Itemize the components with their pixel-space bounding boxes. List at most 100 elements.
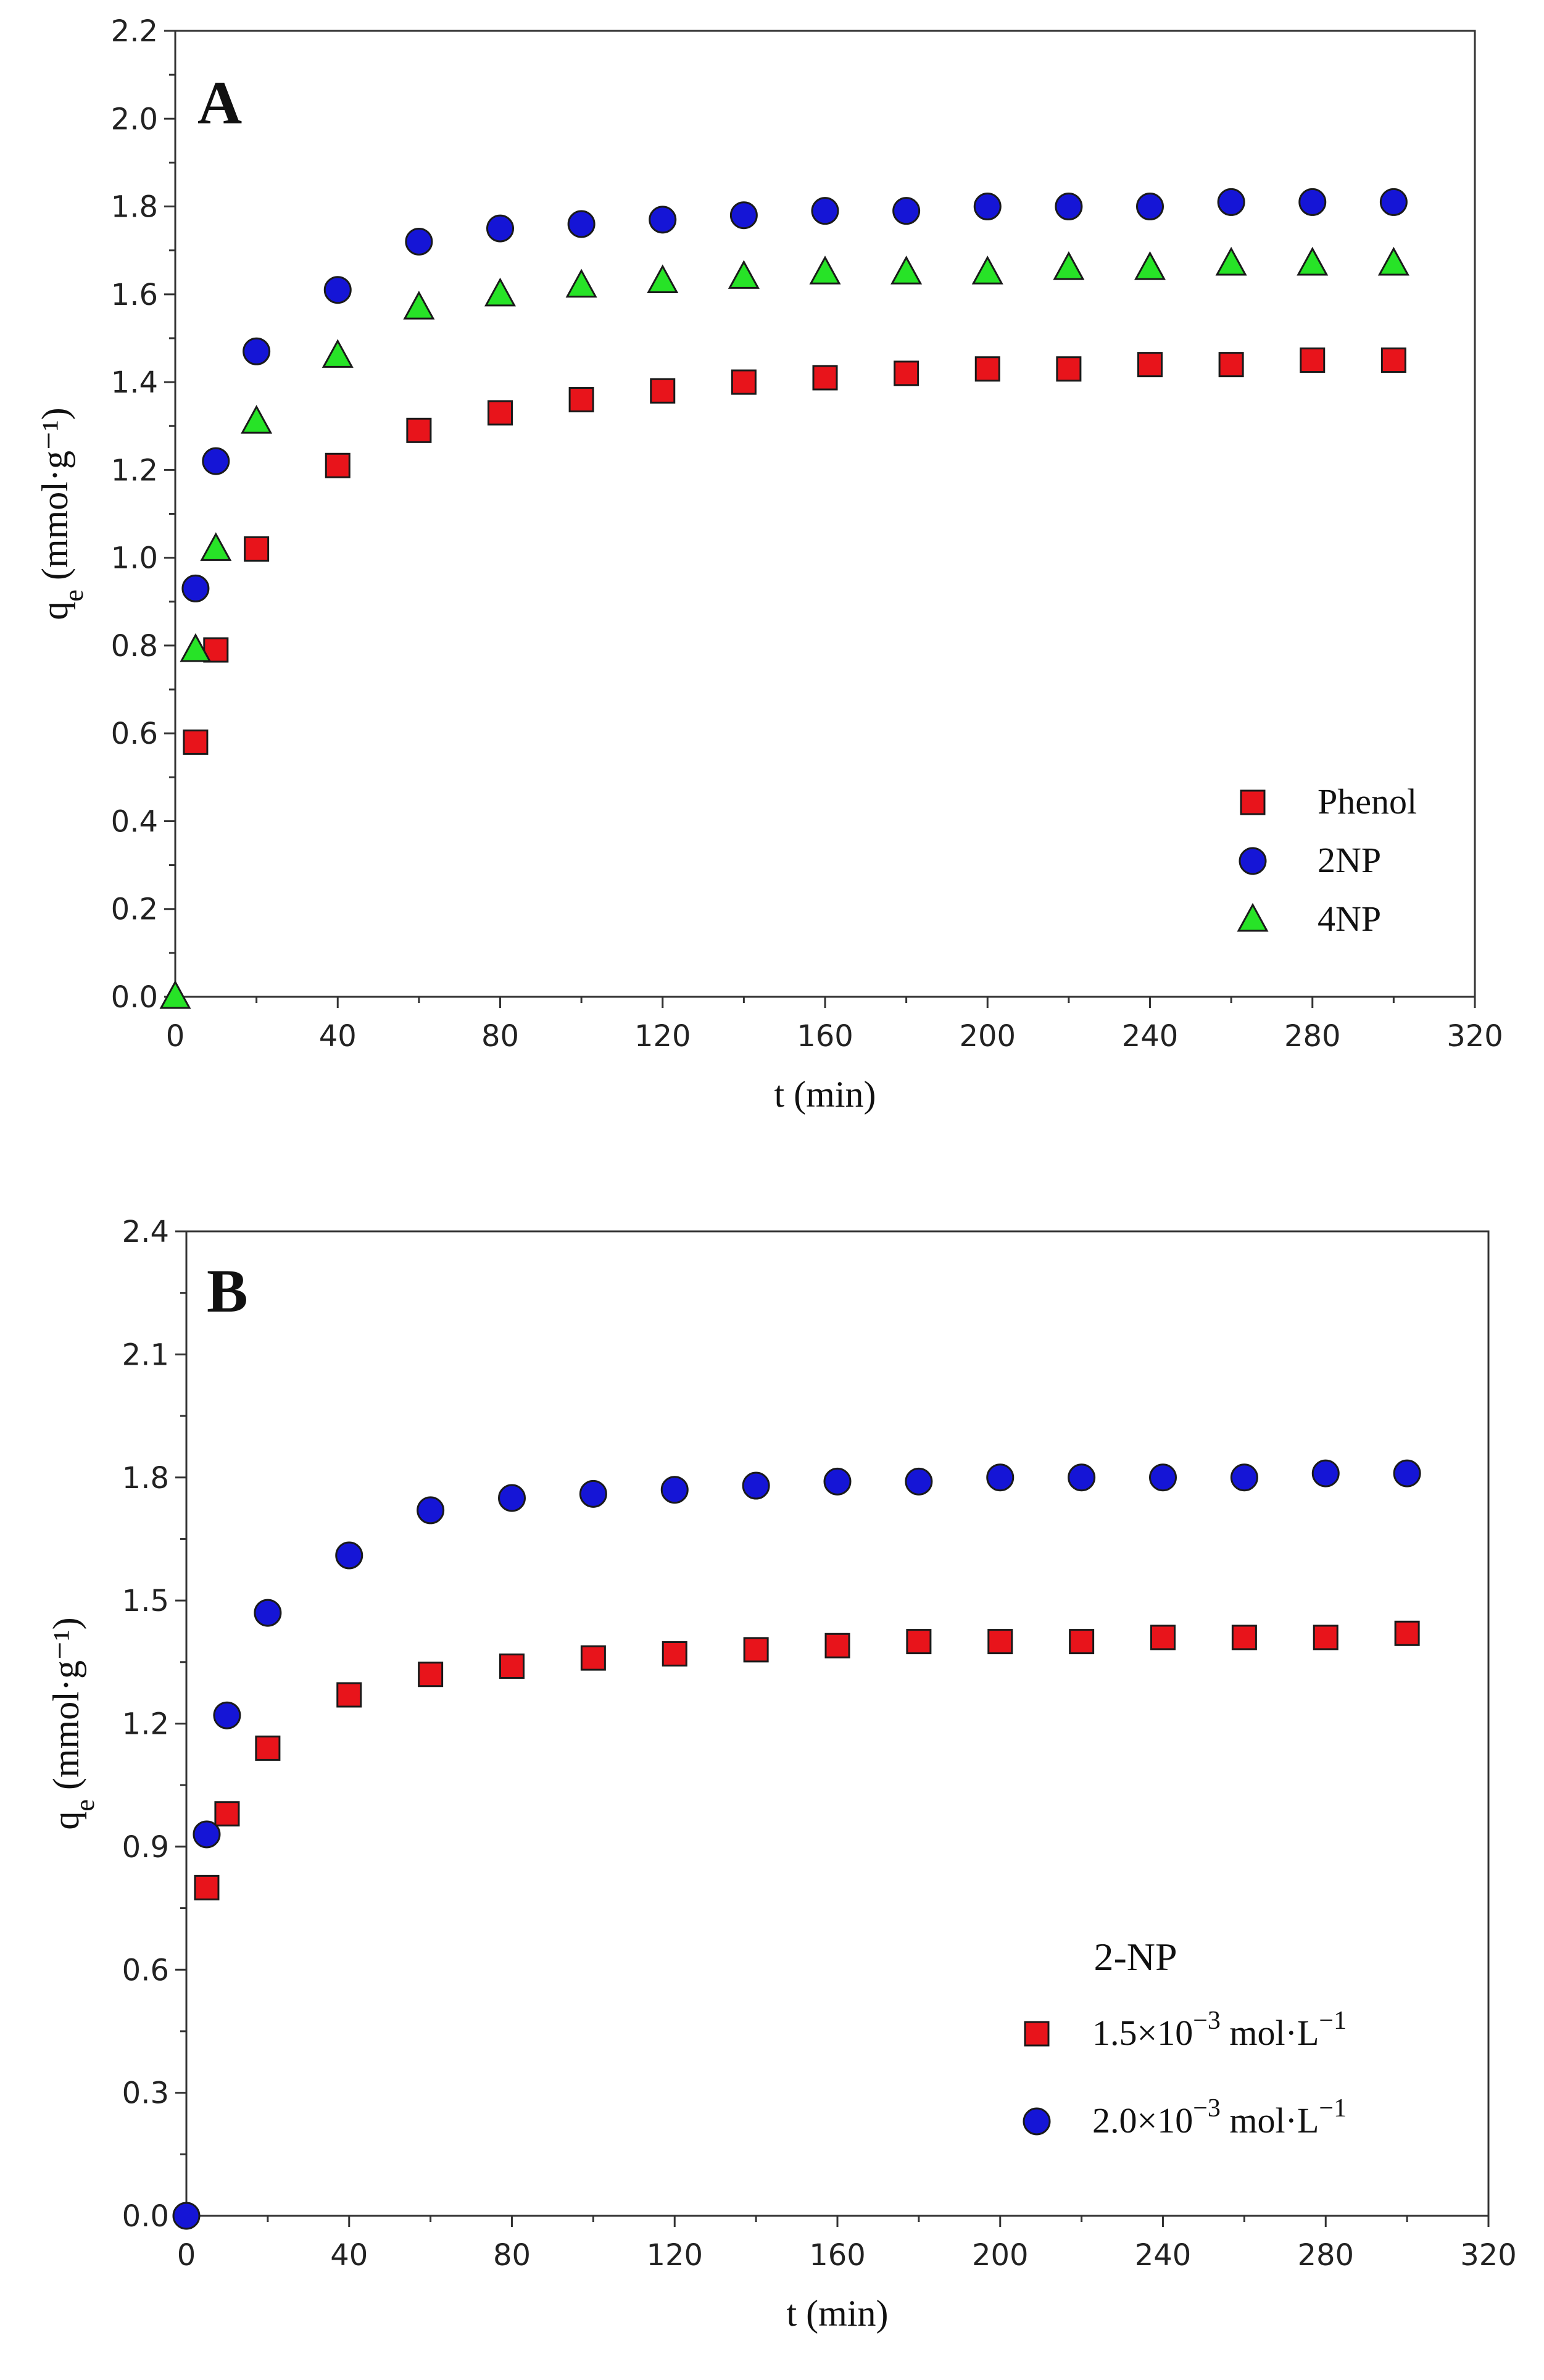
data-point — [1150, 1625, 1176, 1650]
data-point — [660, 1476, 689, 1504]
data-point — [824, 1633, 850, 1658]
data-point — [662, 1641, 687, 1667]
y-axis-symbol: q — [35, 602, 75, 620]
legend-marker — [1237, 902, 1269, 932]
data-point — [650, 378, 676, 404]
y-axis-label: qe (mmol·g⁻¹) — [46, 1617, 100, 1829]
x-tick-label: 0 — [177, 2238, 196, 2273]
series-2 — [172, 1459, 1421, 2230]
plot-frame — [174, 30, 1476, 998]
data-point — [498, 1484, 526, 1512]
y-tick-label: 1.2 — [111, 453, 158, 488]
legend-label-base: 2.0×10 — [1092, 2100, 1193, 2141]
data-point — [1298, 188, 1327, 216]
y-tick-label: 1.4 — [111, 365, 158, 400]
legend-marker — [1023, 2107, 1051, 2136]
y-tick-label: 1.5 — [122, 1584, 169, 1618]
y-axis-subscript: e — [59, 589, 89, 602]
data-point — [499, 1653, 525, 1679]
data-point — [971, 256, 1003, 285]
data-point — [743, 1637, 769, 1663]
data-point — [1230, 1463, 1258, 1492]
data-point — [244, 536, 270, 562]
x-tick-label: 160 — [809, 2238, 866, 2273]
legend-label-exp: −3 — [1193, 2094, 1221, 2123]
legend-label-unit-exp: −1 — [1319, 2007, 1347, 2035]
data-point — [1053, 251, 1085, 280]
plot-frame — [185, 1230, 1490, 2217]
data-point — [567, 210, 596, 238]
data-point — [213, 1701, 241, 1729]
data-point — [159, 980, 191, 1009]
y-axis-unit: (mmol·g⁻¹) — [35, 407, 75, 589]
x-axis-label: t (min) — [787, 2293, 889, 2334]
legend-marker — [1240, 789, 1266, 815]
data-point — [1377, 246, 1409, 276]
y-tick-label: 2.2 — [111, 14, 158, 49]
y-tick-label: 2.4 — [122, 1215, 169, 1249]
data-point — [892, 197, 921, 225]
data-point — [336, 1682, 362, 1708]
x-tick-label: 280 — [1284, 1019, 1341, 1054]
data-point — [484, 277, 517, 307]
y-axis-subscript: e — [70, 1799, 100, 1812]
data-point — [1297, 246, 1329, 276]
y-axis-symbol: q — [46, 1812, 86, 1830]
y-tick-label: 0.9 — [122, 1830, 169, 1865]
data-point — [322, 339, 354, 368]
data-point — [579, 1479, 607, 1508]
data-point — [1300, 347, 1326, 373]
x-tick-label: 0 — [166, 1019, 185, 1054]
y-tick-label: 0.8 — [111, 629, 158, 664]
legend-label: 2NP — [1318, 840, 1381, 880]
x-tick-label: 240 — [1135, 2238, 1192, 2273]
y-tick-label: 1.8 — [122, 1461, 169, 1496]
data-point — [1215, 246, 1247, 276]
data-point — [1149, 1463, 1177, 1492]
data-point — [649, 206, 677, 234]
data-point — [486, 214, 514, 243]
x-tick-label: 120 — [646, 2238, 703, 2273]
x-tick-label: 200 — [959, 1019, 1016, 1054]
data-point — [580, 1645, 606, 1671]
data-point — [906, 1629, 932, 1655]
data-point — [202, 447, 230, 475]
data-point — [1217, 188, 1245, 216]
data-point — [1379, 188, 1408, 216]
data-point — [214, 1801, 240, 1827]
panel-a-chart: 0 40 80 120 160 200 240 280 320 0.0 0.2 0.4 0.6 0.8 1.… — [35, 14, 1503, 1115]
series-2 — [181, 188, 1408, 602]
data-point — [183, 729, 209, 755]
y-axis-unit: (mmol·g⁻¹) — [46, 1617, 86, 1799]
data-point — [172, 2202, 201, 2230]
legend-label: 2.0×10−3 mol·L−1 — [1092, 2094, 1347, 2141]
legend-label-unit: mol·L — [1221, 2013, 1319, 2053]
x-tick-label: 40 — [330, 2238, 368, 2273]
series-1 — [194, 1620, 1420, 1900]
data-point — [1134, 251, 1166, 280]
legend-label: Phenol — [1318, 781, 1417, 822]
data-point — [811, 197, 839, 225]
data-point — [255, 1735, 281, 1761]
data-point — [1056, 356, 1082, 382]
data-point — [243, 337, 271, 365]
y-tick-label: 0.6 — [122, 1953, 169, 1987]
x-tick-label: 200 — [972, 2238, 1029, 2273]
data-point — [181, 574, 210, 602]
panel-b-chart: 0 40 80 120 160 200 240 280 320 0.0 0.3 0.6 0.9 1.2 1.… — [46, 1215, 1517, 2334]
legend-label: 4NP — [1318, 899, 1381, 939]
data-point — [890, 256, 923, 285]
legend-title: 2-NP — [1094, 1935, 1177, 1979]
y-tick-label: 1.2 — [122, 1707, 169, 1742]
data-point — [974, 356, 1000, 382]
legend-marker — [1024, 2021, 1050, 2047]
data-point — [565, 268, 597, 298]
data-point — [1068, 1463, 1096, 1492]
data-point — [742, 1471, 770, 1500]
data-point — [418, 1662, 444, 1687]
data-point — [1394, 1620, 1420, 1646]
y-tick-label: 0.0 — [122, 2199, 169, 2234]
data-point — [325, 452, 351, 478]
x-tick-label: 160 — [797, 1019, 853, 1054]
